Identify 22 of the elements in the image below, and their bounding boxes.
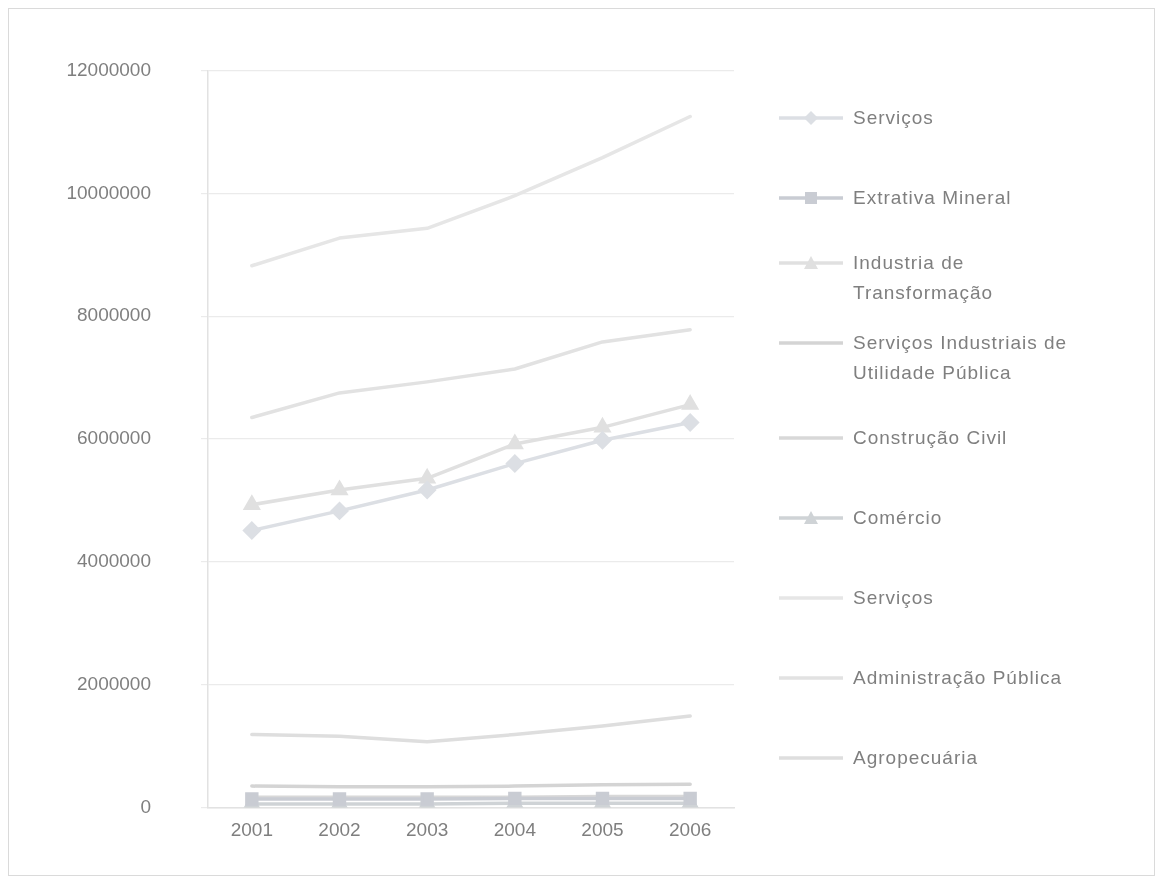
- legend-label: Construção Civil: [853, 426, 1009, 450]
- x-tick-label: 2005: [581, 819, 624, 841]
- legend-label: Industria de Transformação: [853, 251, 995, 305]
- y-tick-label: 4000000: [77, 550, 151, 572]
- y-tick-label: 10000000: [66, 181, 151, 203]
- x-tick-label: 2002: [318, 819, 361, 841]
- legend-label: Administração Pública: [853, 666, 1063, 690]
- x-tick-label: 2001: [230, 819, 273, 841]
- legend-label: Comércio: [853, 506, 944, 530]
- legend-label: Extrativa Mineral: [853, 186, 1013, 210]
- y-tick-label: 0: [140, 795, 151, 817]
- y-tick-label: 6000000: [77, 427, 151, 449]
- y-tick-label: 12000000: [66, 58, 151, 80]
- legend-label: Agropecuária: [853, 746, 980, 770]
- x-tick-label: 2004: [493, 819, 537, 841]
- y-tick-label: 8000000: [77, 304, 151, 326]
- y-tick-label: 2000000: [77, 672, 151, 694]
- legend-label: Serviços: [853, 586, 935, 610]
- legend-label: Serviços Industriais de Utilidade Pública: [853, 331, 1069, 385]
- x-tick-label: 2006: [669, 819, 712, 841]
- legend-label: Serviços: [853, 106, 935, 130]
- x-tick-label: 2003: [406, 819, 449, 841]
